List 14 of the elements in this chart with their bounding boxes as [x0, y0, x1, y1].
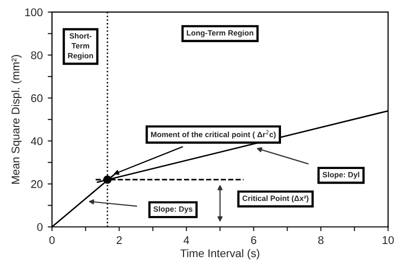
x-tick-label: 2	[116, 236, 122, 244]
x-tick-label: 4	[184, 236, 190, 244]
y-tick-label: 0	[37, 223, 43, 232]
y-axis-title: Mean Square Displ. (mm²)	[11, 55, 22, 184]
y-tick-label: 20	[31, 180, 43, 188]
y-tick-label: 60	[31, 94, 43, 102]
y-tick-label: 80	[31, 51, 43, 60]
x-tick-label: 6	[251, 236, 256, 244]
x-tick-label: 0	[49, 236, 55, 244]
y-tick-label: 100	[25, 8, 43, 16]
x-tick-label: 8	[318, 236, 324, 244]
x-axis-title: Time Interval (s)	[180, 249, 260, 260]
x-tick-label: 10	[382, 236, 394, 244]
y-tick-label: 40	[30, 137, 43, 146]
